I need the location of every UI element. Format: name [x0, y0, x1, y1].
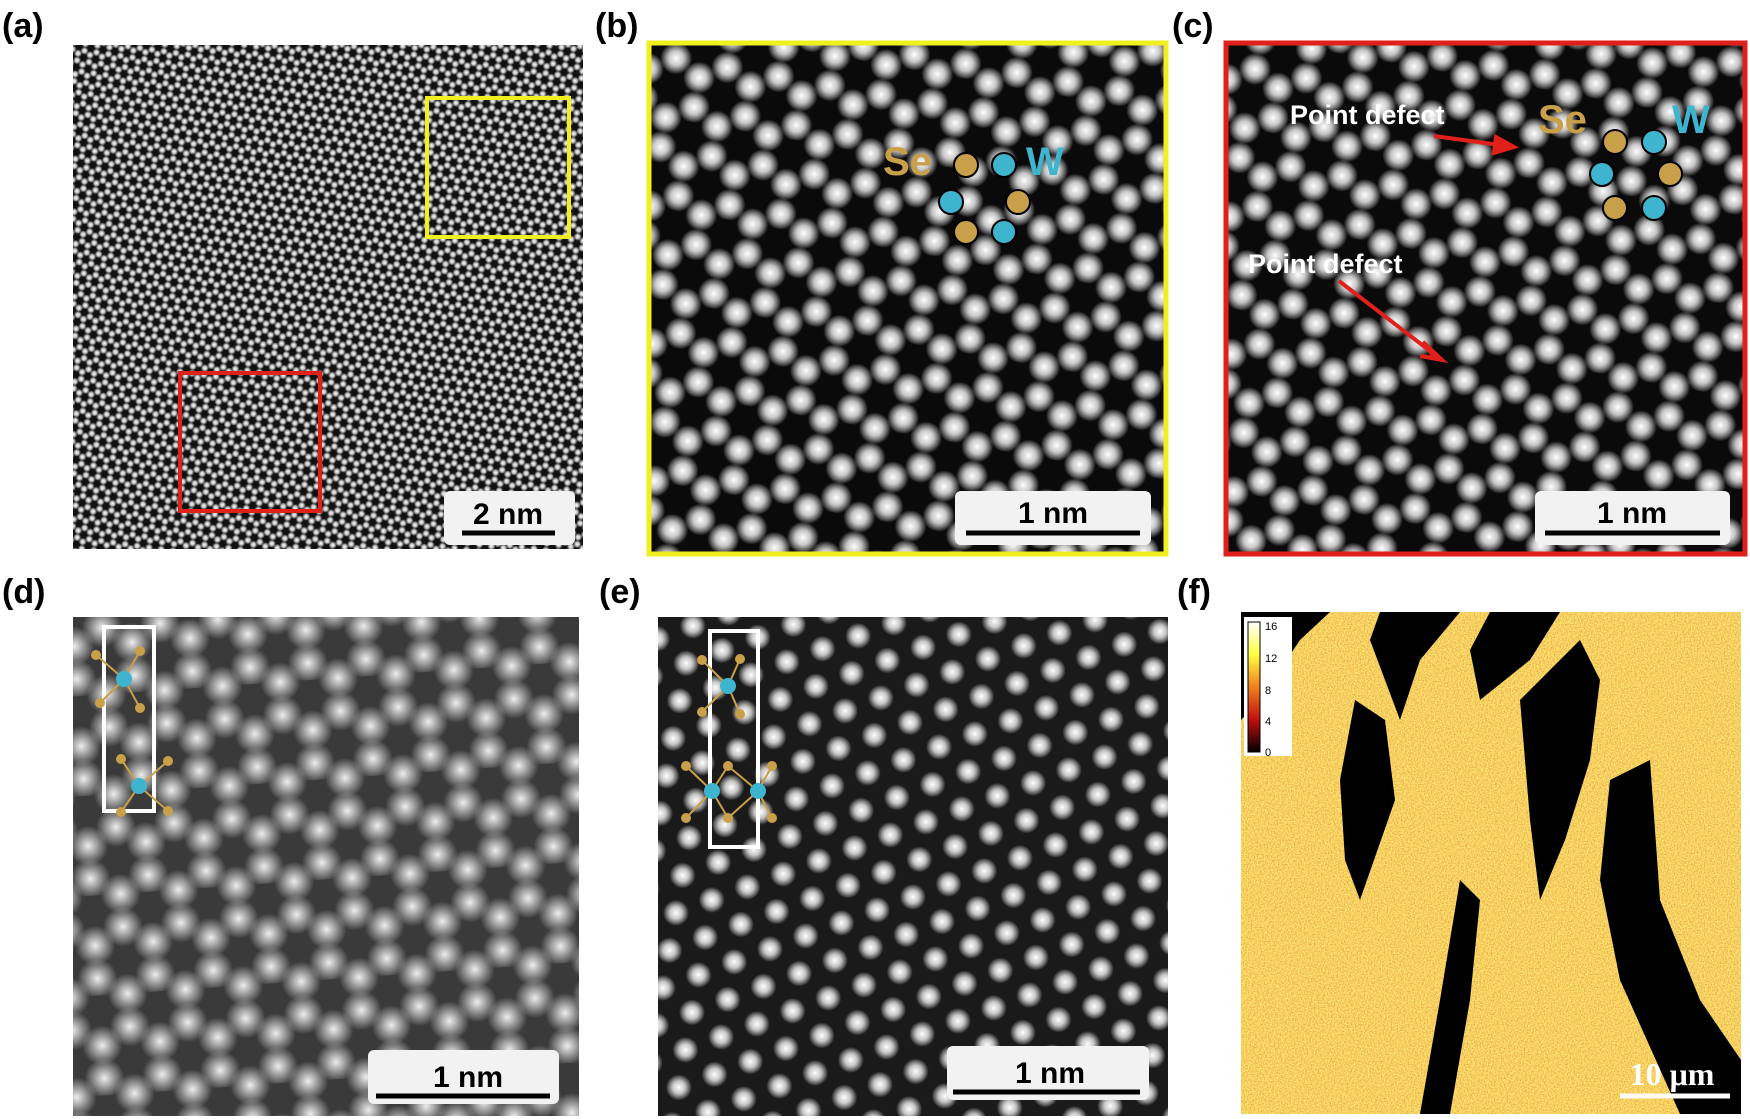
image-a	[73, 45, 583, 549]
zoom-box	[178, 371, 322, 513]
colorbar-ticks: 16 12 8 4 0	[1265, 621, 1277, 759]
colorbar	[1247, 621, 1261, 753]
scale-bar-label: 1 nm	[1597, 497, 1667, 530]
image-d	[73, 617, 579, 1116]
colorbar-tick: 12	[1265, 653, 1277, 665]
image-b	[646, 40, 1169, 557]
unit-cell-box	[708, 629, 760, 849]
scale-bar-bg	[368, 1050, 559, 1104]
image-e	[658, 617, 1168, 1116]
scale-bar-label: 2 nm	[473, 498, 543, 531]
panel-label: (c)	[1172, 7, 1214, 45]
atom-ring	[1589, 129, 1683, 221]
zoom-box	[425, 96, 571, 239]
colorbar-tick: 0	[1265, 747, 1271, 759]
scale-bar-label: 1 nm	[1018, 497, 1088, 530]
scale-bar-label: 1 nm	[433, 1061, 503, 1094]
panel-label: (a)	[2, 7, 44, 45]
annotation: Point defect	[1290, 100, 1445, 130]
panel-label: (b)	[595, 7, 638, 45]
panel-label: (e)	[599, 573, 641, 611]
panel-label: (d)	[2, 573, 45, 611]
structure-model	[681, 654, 777, 823]
scale-bar-label: 1 nm	[1015, 1057, 1085, 1090]
panel-label: (f)	[1177, 573, 1211, 611]
image-c	[1223, 40, 1748, 557]
atom-ring	[938, 152, 1031, 245]
colorbar-tick: 4	[1265, 716, 1271, 728]
annotation: Point defect	[1248, 249, 1403, 279]
scale-bar-label: 10 μm	[1630, 1056, 1715, 1092]
dark-domain	[1241, 612, 1741, 1114]
arrow	[1337, 133, 1520, 364]
element-label: Se	[1538, 98, 1587, 142]
colorbar-tick: 8	[1265, 685, 1271, 697]
colorbar-tick: 16	[1265, 621, 1277, 633]
scale-bar-bg	[947, 1046, 1149, 1100]
unit-cell-box	[102, 625, 156, 813]
element-label: W	[1672, 98, 1710, 142]
structure-model	[91, 646, 173, 817]
element-label: Se	[883, 140, 932, 184]
element-label: W	[1026, 140, 1064, 184]
